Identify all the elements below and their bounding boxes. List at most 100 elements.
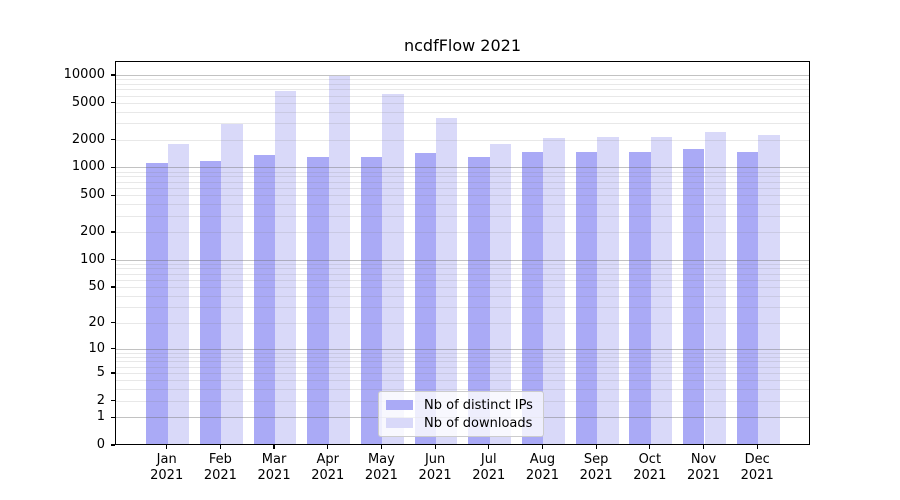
gridline-minor — [116, 389, 809, 391]
x-axis-tick — [649, 445, 651, 449]
bar-downloads-mar — [275, 90, 297, 444]
x-tick-label: Nov 2021 — [686, 452, 721, 483]
y-tick-label: 1 — [96, 409, 105, 425]
legend-label-distinct-ips: Nb of distinct IPs — [424, 397, 533, 413]
y-axis-tick — [111, 416, 115, 418]
x-tick-label: Jul 2021 — [472, 452, 506, 483]
x-tick-label: Sep 2021 — [579, 452, 613, 483]
bar-distinct-ips-apr — [307, 156, 329, 444]
gridline-minor — [116, 83, 809, 85]
bar-downloads-aug — [543, 138, 565, 444]
bar-downloads-may — [382, 93, 404, 444]
gridline-minor — [116, 373, 809, 375]
y-axis-tick — [111, 139, 115, 141]
x-tick-label: Aug 2021 — [525, 452, 559, 483]
bar-downloads-jan — [167, 144, 190, 444]
x-axis-tick — [380, 445, 382, 449]
y-tick-label: 200 — [80, 223, 105, 239]
x-axis-tick — [434, 445, 436, 449]
x-axis-tick — [488, 445, 490, 449]
gridline-major — [116, 259, 809, 261]
x-tick-label: Mar 2021 — [257, 452, 291, 483]
bar-distinct-ips-jul — [468, 157, 490, 444]
x-tick-label: Apr 2021 — [311, 452, 345, 483]
y-tick-label: 5000 — [71, 94, 105, 110]
y-tick-label: 10 — [88, 340, 105, 356]
x-axis-tick — [595, 445, 597, 449]
gridline-minor — [116, 123, 809, 125]
y-tick-label: 100 — [80, 251, 105, 267]
plot-area — [115, 61, 810, 445]
gridline-minor — [116, 95, 809, 97]
y-tick-label: 10000 — [63, 66, 105, 82]
gridline-minor — [116, 380, 809, 382]
y-tick-label: 50 — [88, 279, 105, 295]
x-tick-label: Jun 2021 — [418, 452, 452, 483]
bar-distinct-ips-oct — [629, 152, 651, 444]
y-axis-tick — [111, 194, 115, 196]
x-axis-tick — [756, 445, 758, 449]
y-axis-tick — [111, 74, 115, 76]
y-axis-tick — [111, 348, 115, 350]
y-tick-label: 1000 — [71, 159, 105, 175]
bar-downloads-oct — [650, 136, 673, 444]
bar-downloads-sep — [597, 136, 619, 444]
legend-item-downloads: Nb of downloads — [386, 416, 543, 431]
gridline-minor — [116, 268, 809, 270]
y-tick-label: 0 — [96, 437, 105, 452]
gridline-minor — [116, 79, 809, 81]
legend-swatch-distinct-ips — [386, 399, 413, 411]
y-tick-label: 20 — [88, 314, 105, 330]
gridline-minor — [116, 181, 809, 183]
gridline-minor — [116, 307, 809, 309]
gridline-minor — [116, 263, 809, 265]
gridline-minor — [116, 273, 809, 275]
bar-downloads-jun — [436, 117, 458, 444]
x-tick-label: Feb 2021 — [203, 452, 237, 483]
gridline-major — [116, 348, 809, 350]
x-axis-tick — [541, 445, 544, 449]
bar-downloads-feb — [221, 123, 243, 444]
gridline-minor — [116, 231, 809, 233]
bar-distinct-ips-feb — [199, 161, 222, 444]
y-axis-tick — [111, 400, 115, 402]
bar-distinct-ips-mar — [253, 155, 276, 444]
gridline-minor — [116, 204, 809, 206]
gridline-major — [116, 167, 809, 169]
y-tick-label: 2 — [96, 392, 105, 408]
gridline-minor — [116, 356, 809, 358]
gridline-minor — [116, 215, 809, 217]
gridline-minor — [116, 102, 809, 104]
legend-swatch-downloads — [386, 417, 413, 429]
y-axis-tick — [111, 259, 115, 261]
x-tick-label: Jan 2021 — [150, 452, 184, 483]
y-axis-tick — [111, 231, 115, 233]
gridline-minor — [116, 89, 809, 91]
bar-downloads-nov — [704, 132, 726, 444]
x-axis-tick — [702, 445, 705, 449]
y-axis-tick — [111, 166, 115, 169]
x-axis-tick — [327, 445, 329, 449]
y-axis-tick — [111, 102, 115, 104]
gridline-minor — [116, 279, 809, 281]
legend: Nb of distinct IPs Nb of downloads — [378, 391, 544, 437]
y-tick-label: 2000 — [71, 131, 105, 147]
x-axis-tick — [273, 445, 275, 449]
x-tick-label: May 2021 — [364, 452, 398, 483]
bar-distinct-ips-jun — [414, 152, 437, 444]
bar-downloads-jul — [489, 144, 512, 444]
gridline-minor — [116, 366, 809, 368]
gridline-minor — [116, 111, 809, 113]
bar-downloads-dec — [758, 135, 780, 444]
bar-distinct-ips-aug — [522, 152, 544, 444]
bar-distinct-ips-dec — [736, 152, 759, 444]
gridline-minor — [116, 139, 809, 141]
y-tick-label: 5 — [96, 365, 105, 381]
y-axis-tick — [111, 286, 115, 288]
gridline-minor — [116, 287, 809, 289]
gridline-minor — [116, 195, 809, 197]
bar-downloads-apr — [328, 76, 351, 444]
bar-distinct-ips-sep — [575, 151, 598, 444]
gridline-major — [116, 74, 809, 76]
